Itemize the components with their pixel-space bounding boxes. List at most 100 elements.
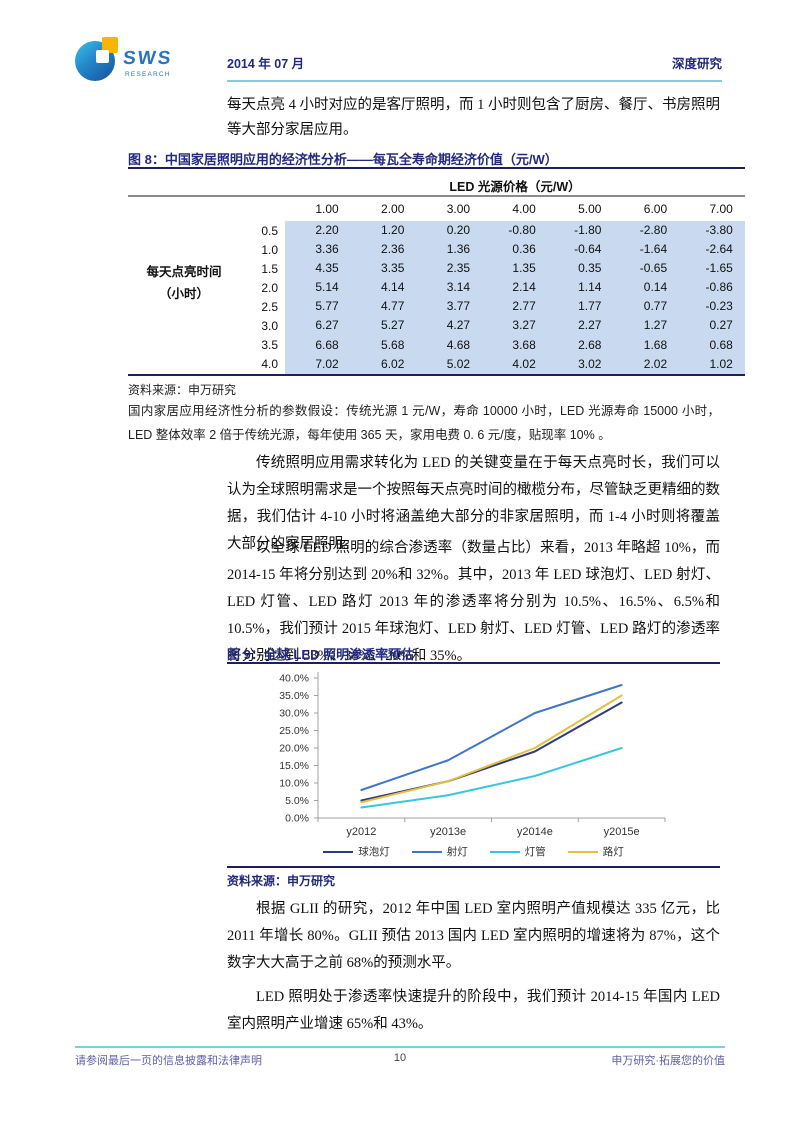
svg-text:25.0%: 25.0% (279, 725, 309, 737)
column-header: 6.00 (643, 202, 668, 216)
value-cell: 5.77 (285, 297, 351, 317)
svg-text:y2015e: y2015e (604, 826, 640, 838)
value-cell: 1.35 (482, 259, 548, 279)
paragraph-demand: 传统照明应用需求转化为 LED 的关键变量在于每天点亮时长，我们可以认为全球照明… (227, 455, 720, 552)
legend-item: 路灯 (567, 844, 624, 859)
legend-label: 球泡灯 (358, 846, 390, 858)
value-cell: -0.80 (482, 221, 548, 241)
paragraph-penetration: 以全球 LED 照明的综合渗透率（数量占比）来看，2013 年略超 10%，而 … (227, 540, 720, 664)
column-header: 2.00 (381, 202, 405, 216)
value-cell: 2.20 (285, 221, 351, 241)
column-header: 1.00 (315, 202, 339, 216)
value-cell: 1.77 (547, 297, 614, 317)
svg-text:35.0%: 35.0% (279, 690, 309, 702)
table-row: 3.5 6.68 5.68 4.68 3.68 2.68 1.68 0.68 (240, 335, 745, 355)
value-cell: 3.27 (482, 316, 548, 336)
table-row: 0.5 2.20 1.20 0.20 -0.80 -1.80 -2.80 -3.80 (240, 221, 745, 241)
value-cell: 5.27 (350, 316, 417, 336)
header-rule (227, 80, 722, 82)
value-cell: 4.68 (416, 335, 483, 355)
value-cell: 0.14 (613, 278, 680, 298)
value-cell: 6.27 (285, 316, 351, 336)
logo-wordmark: SWS (121, 48, 174, 69)
value-cell: 5.14 (285, 278, 351, 298)
paragraph-glii: 根据 GLII 的研究，2012 年中国 LED 室内照明产值规模达 335 亿… (227, 901, 720, 971)
value-cell: -2.64 (679, 240, 745, 260)
value-cell: 0.35 (547, 259, 614, 279)
logo-white-square-icon (96, 50, 109, 63)
column-header: 7.00 (709, 202, 733, 216)
value-cell: 0.68 (679, 335, 745, 355)
figure8-title-rule (128, 167, 745, 169)
value-cell: 2.77 (482, 297, 548, 317)
table-row: 2.0 5.14 4.14 3.14 2.14 1.14 0.14 -0.86 (240, 278, 745, 298)
report-type: 深度研究 (671, 57, 722, 71)
svg-text:y2013e: y2013e (430, 826, 466, 838)
series-line-路灯 (360, 694, 623, 804)
legend-item: 射灯 (411, 844, 468, 859)
hours-cell: 0.5 (261, 223, 278, 238)
value-cell: 2.02 (613, 354, 680, 374)
hours-cell: 4.0 (261, 357, 278, 372)
value-cell: 2.36 (350, 240, 417, 260)
value-cell: -0.65 (613, 259, 680, 279)
value-cell: 1.20 (350, 221, 417, 241)
svg-text:15.0%: 15.0% (279, 760, 309, 772)
value-cell: 6.68 (285, 335, 351, 355)
value-cell: 0.36 (482, 240, 548, 260)
value-cell: 1.14 (547, 278, 614, 298)
table-source: 资料来源：申万研究 (128, 383, 237, 397)
table-column-headers: 1.00 2.00 3.00 4.00 5.00 6.00 7.00 (240, 197, 745, 221)
svg-text:y2012: y2012 (346, 826, 376, 838)
legend-line-sample-icon (489, 850, 520, 853)
value-cell: 1.02 (679, 354, 745, 374)
value-cell: -0.86 (679, 278, 745, 298)
hours-cell: 1.0 (261, 242, 278, 257)
value-cell: 6.02 (350, 354, 417, 374)
footer-disclaimer: 请参阅最后一页的信息披露和法律声明 (75, 1055, 262, 1067)
column-header: 5.00 (578, 202, 602, 216)
figure8-title: 图 8：中国家居照明应用的经济性分析——每瓦全寿命期经济价值（元/W） (128, 152, 558, 167)
value-cell: 0.27 (679, 316, 745, 336)
value-cell: -3.80 (679, 221, 745, 241)
svg-text:40.0%: 40.0% (279, 673, 309, 685)
table-row: 2.5 5.77 4.77 3.77 2.77 1.77 0.77 -0.23 (240, 297, 745, 317)
table-header-label: LED 光源价格（元/W） (449, 180, 581, 194)
legend-item: 灯管 (489, 844, 546, 859)
value-cell: 1.27 (613, 316, 680, 336)
value-cell: 3.02 (547, 354, 614, 374)
value-cell: 2.35 (416, 259, 483, 279)
value-cell: -1.64 (613, 240, 680, 260)
hours-cell: 2.5 (261, 299, 278, 314)
figure9-title-rule (227, 662, 720, 664)
legend-line-sample-icon (323, 850, 354, 853)
series-line-灯管 (360, 747, 623, 809)
column-header: 3.00 (446, 202, 471, 216)
paragraph-growth: LED 照明处于渗透率快速提升的阶段中，我们预计 2014-15 年国内 LED… (227, 989, 720, 1032)
series-line-射灯 (360, 684, 623, 791)
footer-rule (75, 1046, 725, 1048)
value-cell: 1.68 (613, 335, 680, 355)
sws-logo: SWS RESEARCH (75, 36, 195, 86)
legend-label: 灯管 (524, 846, 546, 858)
hours-cell: 1.5 (261, 261, 278, 276)
value-cell: 4.02 (482, 354, 548, 374)
value-cell: -2.80 (613, 221, 680, 241)
row-axis-label-line2: （小时） (158, 287, 209, 301)
legend-label: 射灯 (446, 846, 468, 858)
logo-yellow-square-icon (102, 37, 118, 53)
table-note: 国内家居应用经济性分析的参数假设：传统光源 1 元/W，寿命 10000 小时，… (128, 404, 720, 442)
legend-label: 路灯 (602, 846, 624, 858)
page-number: 10 (393, 1052, 407, 1064)
value-cell: 3.35 (350, 259, 417, 279)
value-cell: 5.02 (416, 354, 483, 374)
table-bottom-rule (128, 374, 745, 376)
value-cell: 0.77 (613, 297, 680, 317)
value-cell: 4.35 (285, 259, 351, 279)
hours-cell: 3.0 (261, 319, 278, 334)
value-cell: 4.27 (416, 316, 483, 336)
svg-text:5.0%: 5.0% (285, 795, 309, 807)
figure9-title: 图 9：全球 LED 照明渗透率预估 (227, 647, 415, 662)
svg-text:20.0%: 20.0% (279, 743, 309, 755)
